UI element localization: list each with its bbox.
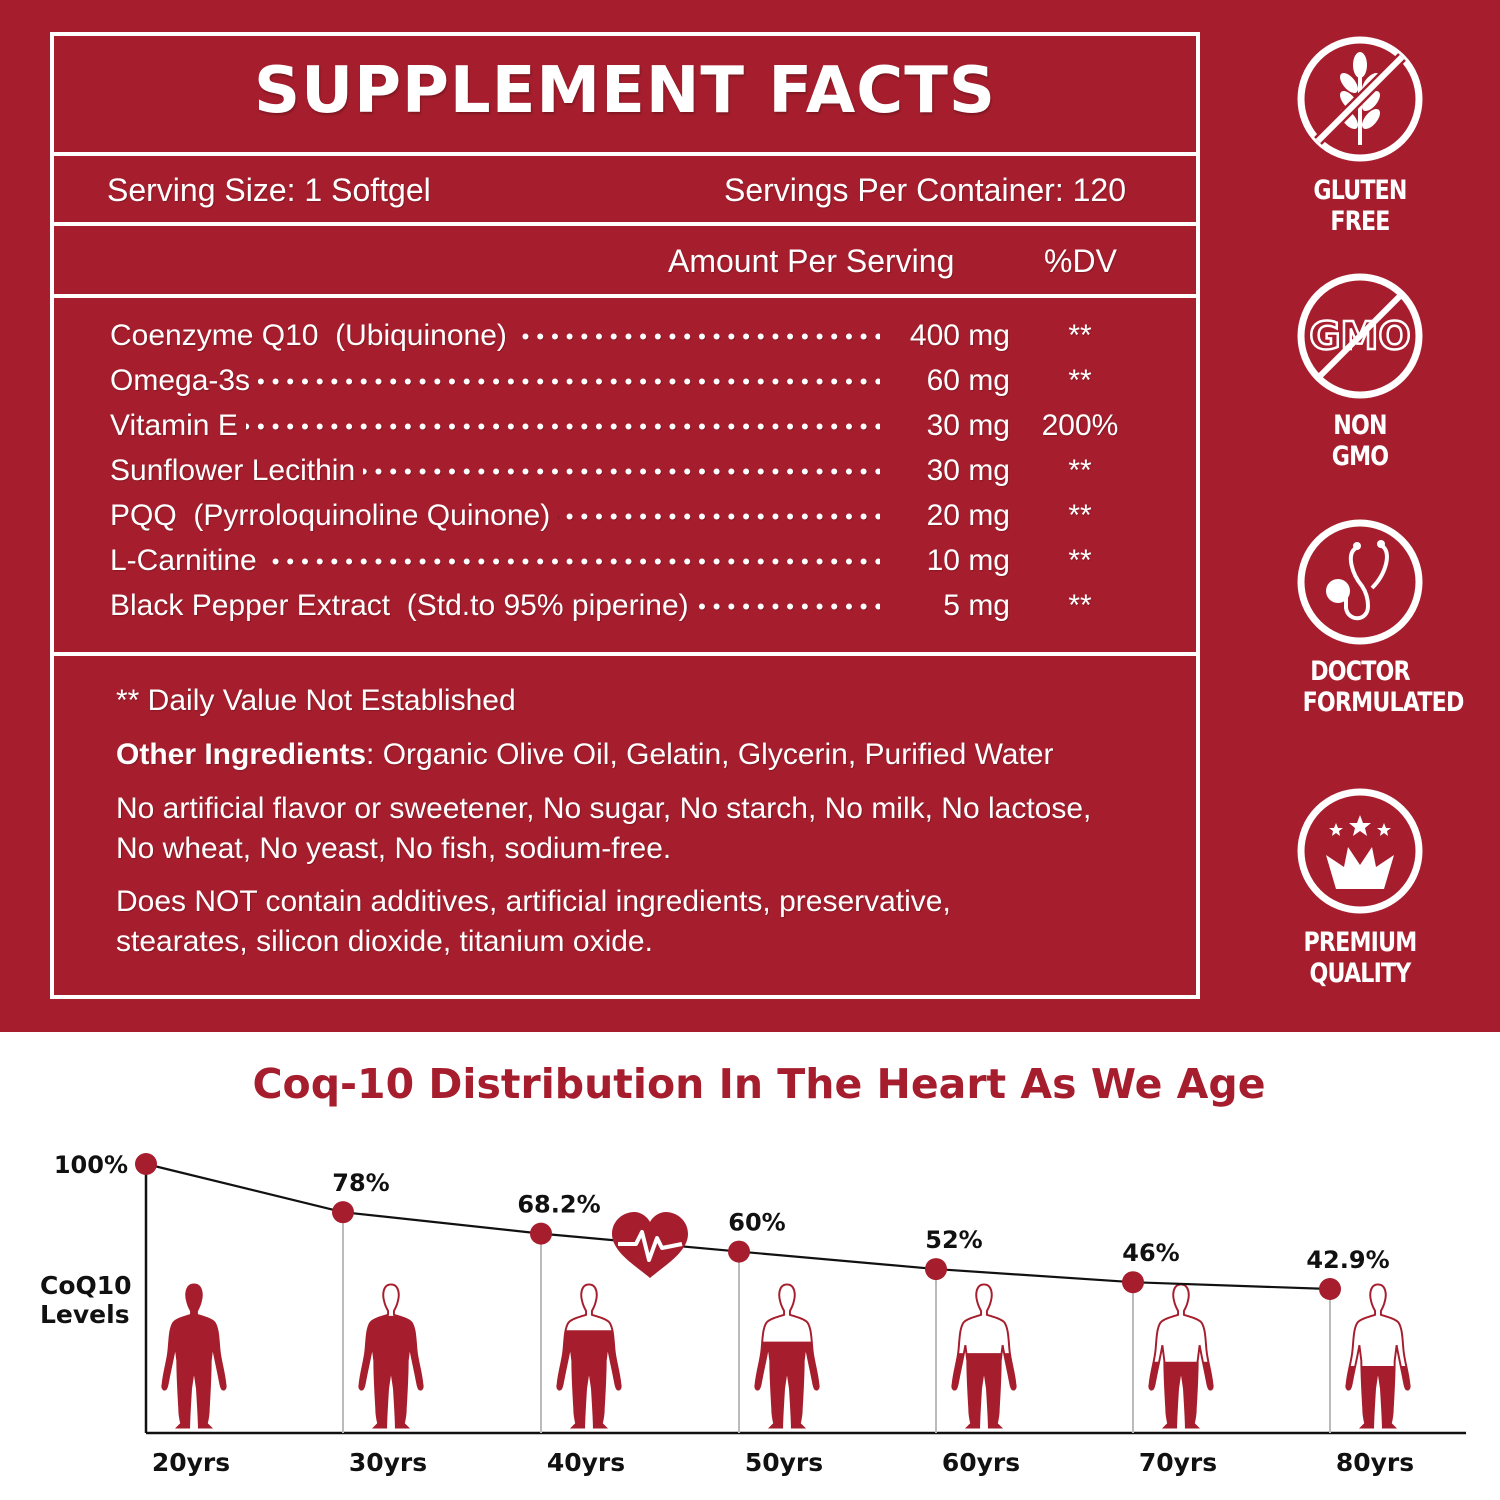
ingredient-amount: 10 mg (880, 544, 1010, 578)
data-point-label: 68.2% (517, 1191, 600, 1219)
stethoscope-icon (1297, 519, 1423, 645)
ingredient-name: L-Carnitine (110, 544, 265, 578)
ingredient-dv: ** (1068, 589, 1092, 622)
ingredient-name: Omega-3s (110, 364, 259, 398)
human-figure-icon (754, 1283, 820, 1429)
no-wheat-icon (1297, 36, 1423, 162)
ingredient-name: Vitamin E (110, 409, 246, 443)
ingredient-row: ••••••••••••••••••••••••••••••••••••••••… (110, 454, 1160, 494)
ingredient-amount: 30 mg (880, 454, 1010, 488)
ingredient-row: ••••••••••••••••••••••••••••••••••••••••… (110, 499, 1160, 539)
x-tick-label: 50yrs (745, 1448, 823, 1477)
data-point (728, 1240, 750, 1263)
divider (54, 294, 1196, 298)
ingredient-name: Sunflower Lecithin (110, 454, 364, 488)
badge-non-gmo: GMO NON GMO (1290, 270, 1430, 472)
data-point (332, 1201, 354, 1224)
human-figure-icon (951, 1283, 1017, 1429)
human-figure-icon (1148, 1283, 1214, 1429)
badge-label-line2: QUALITY (1309, 958, 1411, 989)
badge-label-line1: DOCTOR (1310, 656, 1410, 687)
coq10-age-chart: 100% 78% 68.2% 60% 52% 46% 42.9% 20yrs 30yrs 40yr… (40, 1151, 1466, 1477)
data-point (1319, 1278, 1341, 1300)
data-point (530, 1222, 552, 1245)
ingredient-amount: 30 mg (880, 409, 1010, 443)
badge-premium-quality: PREMIUM QUALITY (1290, 785, 1430, 989)
badge-label-line2: FORMULATED (1302, 687, 1465, 718)
ingredient-name: Black Pepper Extract (Std.to 95% piperin… (110, 589, 697, 623)
human-figure-icon (358, 1283, 424, 1429)
ingredient-row: ••••••••••••••••••••••••••••••••••••••••… (110, 589, 1160, 629)
ingredient-dv: ** (1068, 319, 1092, 352)
dv-header: %DV (1044, 243, 1117, 279)
ingredient-amount: 400 mg (880, 319, 1010, 353)
ingredient-dv: ** (1068, 499, 1092, 532)
does-not-contain-text: Does NOT contain additives, artificial i… (116, 885, 951, 958)
badge-doctor-formulated: DOCTOR FORMULATED (1290, 516, 1465, 718)
crown-stars-icon (1297, 788, 1423, 914)
x-tick-label: 30yrs (349, 1448, 427, 1477)
other-ingredients-text: : Organic Olive Oil, Gelatin, Glycerin, … (366, 738, 1054, 771)
ingredient-row: ••••••••••••••••••••••••••••••••••••••••… (110, 364, 1160, 404)
x-tick-label: 40yrs (547, 1448, 625, 1477)
divider (54, 652, 1196, 656)
ingredient-dv: ** (1068, 364, 1092, 397)
x-tick-label: 70yrs (1139, 1448, 1217, 1477)
badge-label-line1: PREMIUM (1303, 927, 1418, 958)
amount-per-serving-header: Amount Per Serving (668, 243, 955, 279)
x-tick-label: 60yrs (942, 1448, 1020, 1477)
serving-size: Serving Size: 1 Softgel (107, 172, 431, 208)
ingredient-name: PQQ (Pyrroloquinoline Quinone) (110, 499, 559, 533)
ingredient-dv: ** (1068, 454, 1092, 487)
data-point (135, 1153, 157, 1175)
other-ingredients-label: Other Ingredients (116, 738, 367, 771)
ingredient-dv: 200% (1041, 409, 1119, 442)
data-point-label: 46% (1122, 1239, 1179, 1267)
data-point (925, 1258, 947, 1281)
chart-plot-area: 100% 78% 68.2% 60% 52% 46% 42.9% 20yrs 30yrs 40yr… (40, 1151, 1466, 1477)
x-tick-label: 80yrs (1336, 1448, 1414, 1477)
human-figure-icon (161, 1283, 227, 1429)
ingredient-name: Coenzyme Q10 (Ubiquinone) (110, 319, 515, 353)
leader-dots: ••••••••••••••••••••••••••••••••••••••••… (110, 414, 993, 439)
data-point-label: 100% (54, 1151, 128, 1179)
y-axis-label: CoQ10 (40, 1271, 132, 1300)
badge-label: GLUTEN FREE (1313, 175, 1407, 237)
supplement-facts-panel: SUPPLEMENT FACTS Serving Size: 1 Softgel… (0, 0, 1500, 1032)
ingredient-row: ••••••••••••••••••••••••••••••••••••••••… (110, 544, 1160, 584)
dv-note: ** Daily Value Not Established (116, 684, 516, 717)
data-point (1122, 1271, 1144, 1294)
heart-pulse-icon (612, 1212, 688, 1278)
ingredient-amount: 20 mg (880, 499, 1010, 533)
data-point-label: 60% (728, 1209, 785, 1237)
data-point-label: 42.9% (1306, 1246, 1389, 1274)
supplement-facts-box: SUPPLEMENT FACTS Serving Size: 1 Softgel… (50, 32, 1200, 999)
servings-per-container: Servings Per Container: 120 (724, 172, 1126, 208)
ingredient-row: ••••••••••••••••••••••••••••••••••••••••… (110, 409, 1160, 449)
badge-label: NON GMO (1331, 410, 1389, 472)
y-axis-label: Levels (40, 1300, 130, 1329)
human-figure-icon (1345, 1283, 1411, 1429)
ingredient-row: ••••••••••••••••••••••••••••••••••••••••… (110, 319, 1160, 359)
facts-title: SUPPLEMENT FACTS (254, 54, 996, 128)
ingredient-amount: 60 mg (880, 364, 1010, 398)
divider (54, 152, 1196, 156)
no-gmo-icon: GMO (1297, 273, 1423, 399)
ingredient-amount: 5 mg (880, 589, 1010, 623)
chart-title: Coq-10 Distribution In The Heart As We A… (252, 1060, 1266, 1108)
badge-gluten-free: GLUTEN FREE (1290, 33, 1430, 237)
divider (54, 222, 1196, 226)
human-figure-icon (556, 1283, 622, 1429)
x-tick-label: 20yrs (152, 1448, 230, 1477)
data-point-label: 78% (332, 1169, 389, 1197)
other-ingredients: Other Ingredients: Organic Olive Oil, Ge… (116, 735, 1196, 775)
ingredient-dv: ** (1068, 544, 1092, 577)
data-point-label: 52% (925, 1226, 982, 1254)
free-from-text: No artificial flavor or sweetener, No su… (116, 792, 1092, 865)
